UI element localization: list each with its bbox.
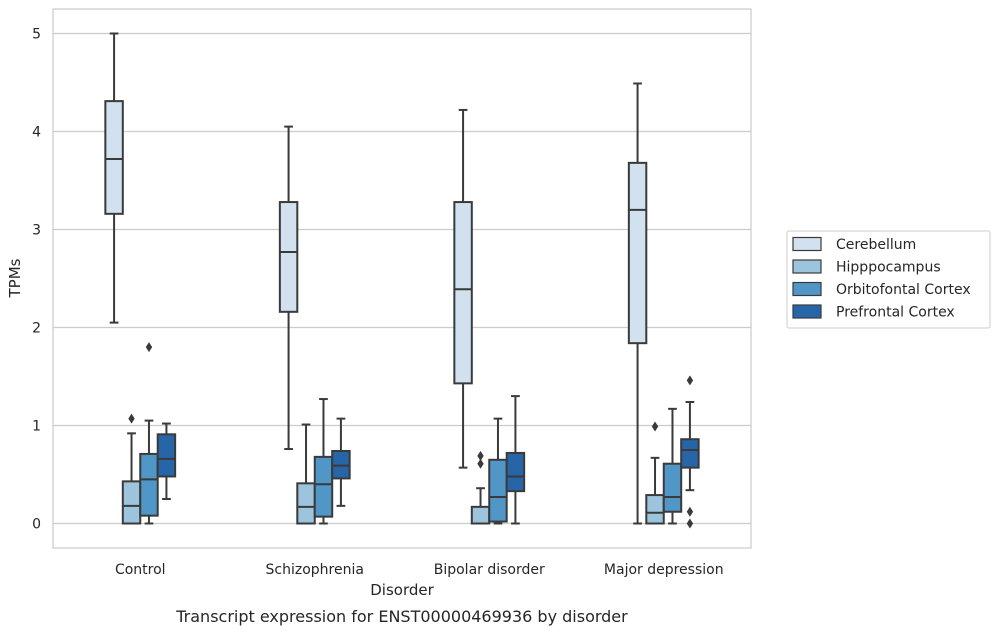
box [627,82,648,525]
box-body [296,482,316,525]
chart-title: Transcript expression for ENST0000046993… [175,607,628,626]
box-body [104,100,124,215]
y-tick-label: 0 [32,517,41,533]
x-tick-label: Major depression [604,562,724,578]
outlier-point [686,518,694,529]
box-body [505,451,526,493]
y-tick-label: 1 [32,419,41,435]
box [453,108,473,469]
box-body [645,494,665,525]
box-body [156,433,177,478]
outlier-point [686,506,694,517]
box [104,32,124,324]
box [645,421,665,525]
boxes [104,32,700,529]
outlier-point [145,342,153,353]
box [331,417,351,507]
box [156,422,177,500]
legend-label: Orbitofontal Cortex [836,282,971,298]
box [278,125,299,451]
box [296,423,316,525]
x-tick-label: Control [115,562,166,578]
outlier-point [686,375,694,386]
legend-swatch [792,304,822,319]
box-body [470,505,491,525]
box-body [453,201,473,385]
x-axis-label: Disorder [370,581,434,599]
legend-label: Cerebellum [836,237,916,253]
box-body [680,438,700,469]
box-body [488,458,508,523]
legend-swatch [792,236,822,252]
box [121,413,142,525]
y-tick-labels: 0 1 2 3 4 5 [32,27,41,533]
box-body [313,455,334,518]
x-tick-label: Bipolar disorder [434,562,545,578]
box-body [662,462,683,513]
plot-frame [52,8,752,549]
x-tick-labels: Control Schizophrenia Bipolar disorder Majo… [115,562,724,578]
box [470,450,491,525]
box-body [278,201,299,313]
box [139,342,159,525]
box [680,375,700,529]
outlier-point [477,458,484,469]
legend-swatch [792,259,822,274]
x-tick-label: Schizophrenia [266,562,364,578]
box [313,398,334,525]
legend: Cerebellum Hipppocampus Orbitofontal Corte… [786,230,991,329]
outlier-point [651,421,659,432]
legend-frame [786,230,991,329]
box-body [627,161,648,345]
box [505,395,526,525]
legend-label: Hipppocampus [836,260,941,276]
outlier-point [477,450,484,461]
box-body [139,452,159,517]
legend-label: Prefrontal Cortex [836,305,955,321]
y-tick-label: 5 [32,27,41,43]
box [662,407,683,525]
box-body [121,480,142,525]
legend-swatch [792,281,822,297]
y-tick-label: 2 [32,321,41,337]
box [488,417,508,525]
y-axis-label: TPMs [6,258,24,298]
y-tick-label: 3 [32,223,41,239]
y-tick-label: 4 [32,125,41,141]
outlier-point [128,413,135,424]
